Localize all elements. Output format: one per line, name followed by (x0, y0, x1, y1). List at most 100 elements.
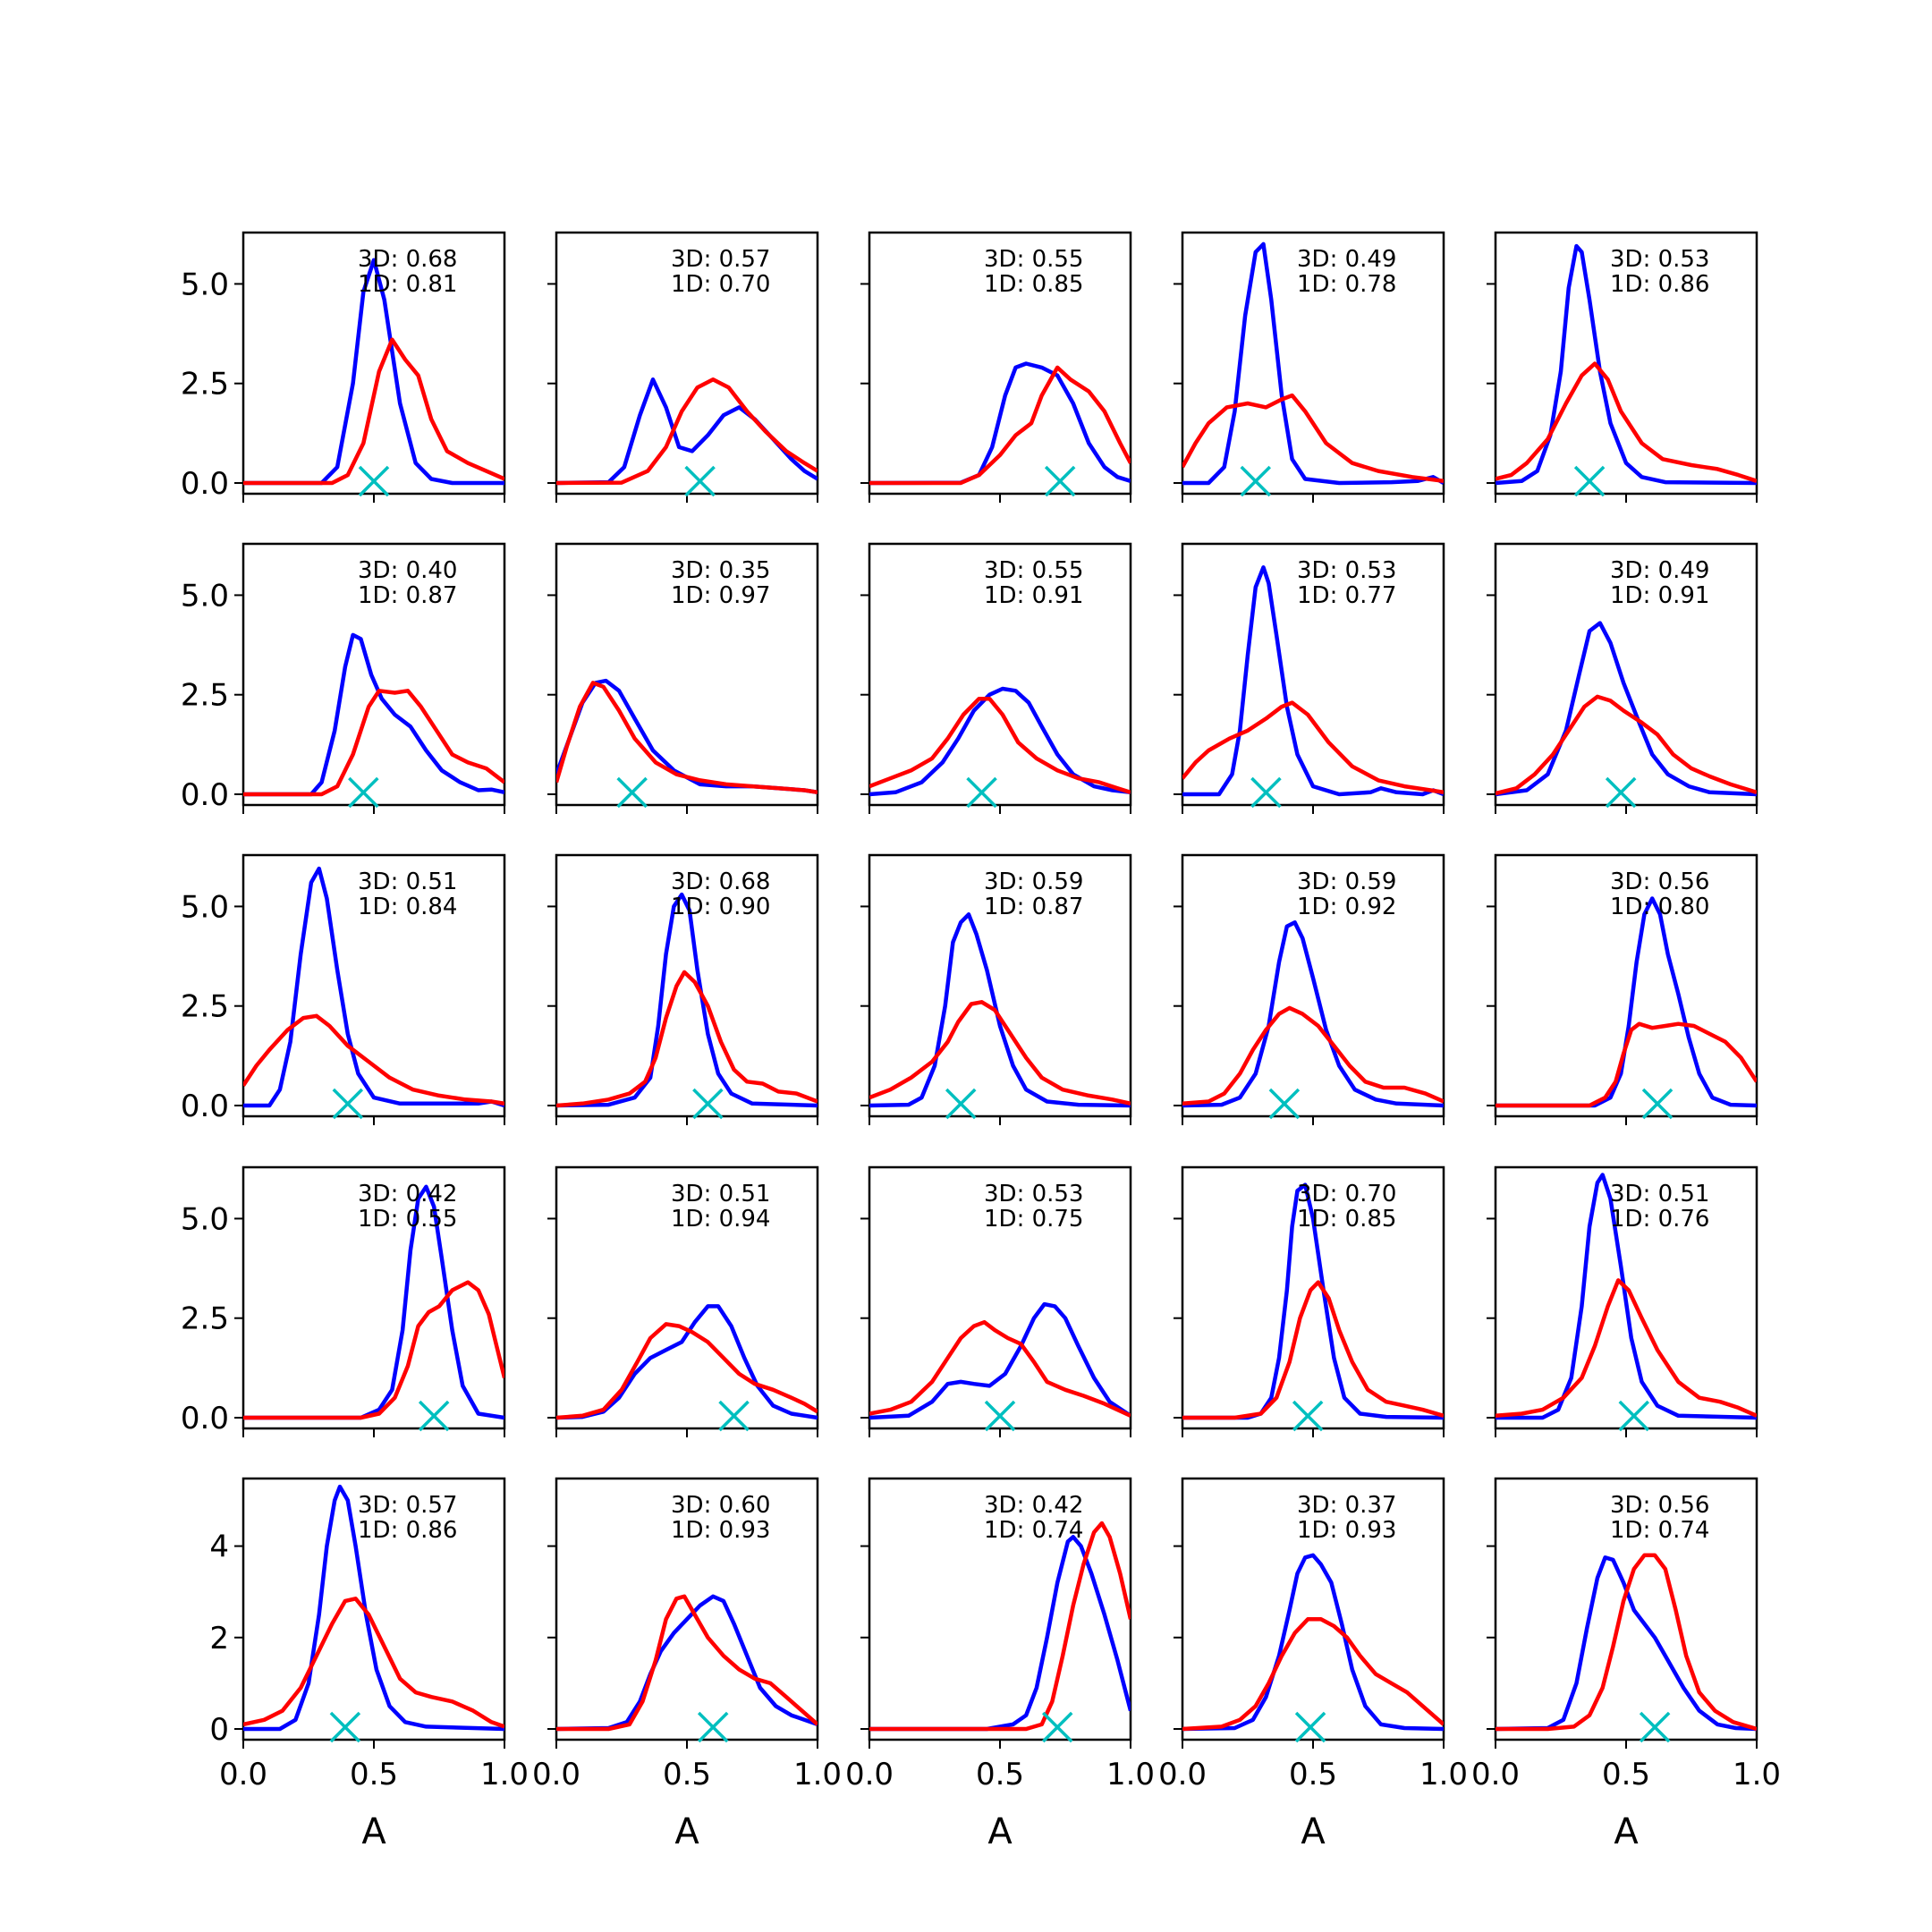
y-tick-label: 5.0 (181, 889, 229, 925)
series-red-line (869, 696, 1131, 794)
x-tick-label: 0.5 (1289, 1757, 1337, 1792)
annotation-3d: 3D: 0.68 (358, 246, 457, 273)
series-red-line (1496, 694, 1757, 796)
annotation-3d: 3D: 0.49 (1297, 246, 1396, 273)
marker-x (348, 776, 379, 809)
annotation-1d: 1D: 0.75 (984, 1206, 1083, 1233)
annotation-1d: 1D: 0.87 (984, 894, 1083, 920)
series-blue-line (1496, 896, 1757, 1108)
marker-x (984, 1400, 1016, 1432)
x-tick-label: 1.0 (480, 1757, 529, 1792)
series-red-line (243, 1597, 504, 1729)
annotation-3d: 3D: 0.40 (358, 557, 457, 584)
x-tick-label: 0.5 (663, 1757, 711, 1792)
series-red-line (556, 970, 818, 1108)
marker-x (332, 1088, 364, 1120)
series-blue-line (1496, 243, 1757, 486)
marker-x (692, 1088, 724, 1120)
marker-stroke (1573, 465, 1606, 497)
annotation-1d: 1D: 0.80 (1610, 894, 1709, 920)
series-blue-line (556, 1304, 818, 1420)
x-axis-label: A (674, 1811, 699, 1852)
series-red-line (1496, 1553, 1757, 1732)
series-red-line (1182, 700, 1444, 795)
marker-x (1639, 1711, 1671, 1743)
marker-x (1250, 776, 1282, 809)
annotation-1d: 1D: 0.76 (1610, 1206, 1709, 1233)
marker-x (1294, 1711, 1326, 1743)
series-red-line (556, 681, 818, 795)
series-red-line (869, 1000, 1131, 1106)
y-tick-label: 0.0 (181, 1089, 229, 1124)
marker-x (1042, 1711, 1073, 1743)
annotation-3d: 3D: 0.53 (1610, 246, 1709, 273)
y-tick-label: 5.0 (181, 1201, 229, 1237)
series-red-line (1496, 1021, 1757, 1108)
marker-stroke (616, 776, 648, 809)
annotation-1d: 1D: 0.85 (1297, 1206, 1396, 1233)
marker-x (329, 1711, 361, 1743)
annotation-3d: 3D: 0.35 (671, 557, 770, 584)
marker-stroke (1268, 1088, 1301, 1120)
annotation-3d: 3D: 0.60 (671, 1492, 770, 1519)
series-blue-line (869, 686, 1131, 797)
x-tick-label: 1.0 (793, 1757, 842, 1792)
x-tick-label: 0.0 (532, 1757, 580, 1792)
annotation-1d: 1D: 0.93 (671, 1517, 770, 1544)
annotation-1d: 1D: 0.90 (671, 894, 770, 920)
series-red-line (1496, 1278, 1757, 1419)
annotation-3d: 3D: 0.68 (671, 869, 770, 895)
y-tick-label: 0.0 (181, 777, 229, 813)
series-red-line (1182, 1005, 1444, 1106)
annotation-1d: 1D: 0.91 (984, 582, 1083, 609)
series-red-line (556, 1594, 818, 1732)
series-blue-line (869, 912, 1131, 1108)
annotation-1d: 1D: 0.85 (984, 271, 1083, 298)
marker-stroke (1044, 465, 1076, 497)
annotation-1d: 1D: 0.55 (358, 1206, 457, 1233)
marker-stroke (332, 1088, 364, 1120)
marker-stroke (984, 1400, 1016, 1432)
annotation-3d: 3D: 0.42 (984, 1492, 1083, 1519)
y-tick-label: 2.5 (181, 367, 229, 402)
annotation-3d: 3D: 0.51 (1610, 1181, 1709, 1208)
y-tick-label: 0.0 (181, 466, 229, 502)
series-blue-line (869, 1535, 1131, 1732)
annotation-3d: 3D: 0.42 (358, 1181, 457, 1208)
marker-x (1573, 465, 1606, 497)
annotation-1d: 1D: 0.70 (671, 271, 770, 298)
marker-stroke (1250, 776, 1282, 809)
annotation-1d: 1D: 0.91 (1610, 582, 1709, 609)
marker-x (1044, 465, 1076, 497)
marker-x (358, 465, 390, 497)
annotation-3d: 3D: 0.55 (984, 246, 1083, 273)
annotation-3d: 3D: 0.56 (1610, 869, 1709, 895)
marker-stroke (1294, 1711, 1326, 1743)
annotation-1d: 1D: 0.78 (1297, 271, 1396, 298)
marker-x (1605, 776, 1637, 809)
x-tick-label: 0.0 (219, 1757, 267, 1792)
annotation-3d: 3D: 0.59 (984, 869, 1083, 895)
marker-stroke (697, 1711, 729, 1743)
series-blue-line (243, 258, 504, 486)
x-tick-label: 0.5 (976, 1757, 1024, 1792)
y-tick-label: 5.0 (181, 267, 229, 302)
annotation-3d: 3D: 0.51 (358, 869, 457, 895)
marker-x (1240, 465, 1271, 497)
annotation-3d: 3D: 0.53 (1297, 557, 1396, 584)
annotation-1d: 1D: 0.92 (1297, 894, 1396, 920)
x-axis-label: A (1301, 1811, 1326, 1852)
